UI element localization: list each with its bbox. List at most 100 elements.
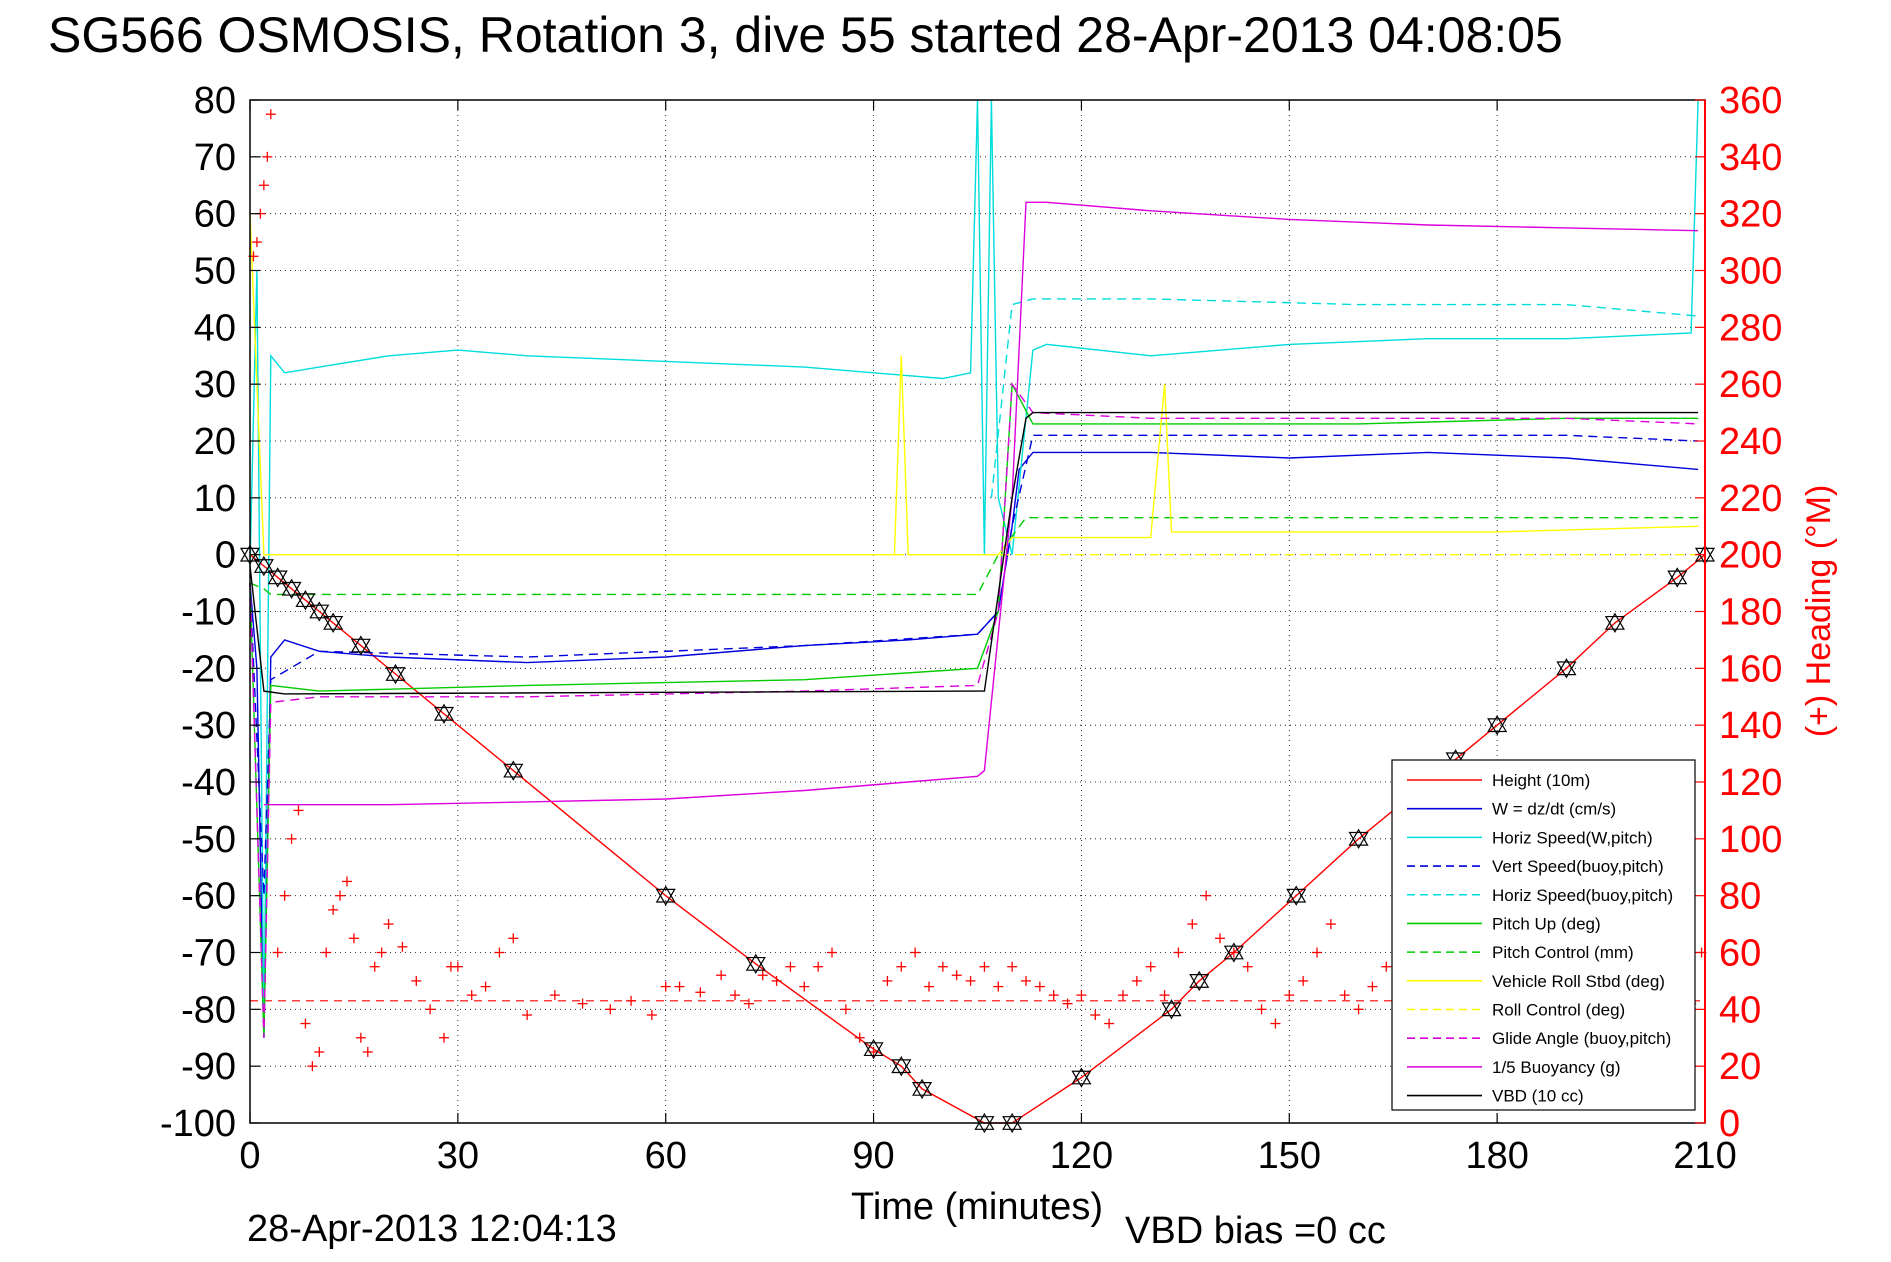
heading-point bbox=[265, 109, 276, 120]
height-marker bbox=[295, 589, 316, 608]
heading-point bbox=[439, 1032, 449, 1043]
legend-box bbox=[1391, 759, 1696, 1111]
heading-point bbox=[1367, 981, 1378, 992]
y2-tick-label: 40 bbox=[1719, 989, 1761, 1031]
heading-point bbox=[251, 237, 262, 248]
heading-point bbox=[1256, 1004, 1267, 1015]
height-marker bbox=[1487, 718, 1508, 736]
y2-tick-label: 140 bbox=[1719, 705, 1782, 747]
heading-point bbox=[1325, 919, 1336, 930]
height-marker bbox=[1189, 974, 1210, 992]
heading-point bbox=[882, 975, 893, 986]
height-markers bbox=[239, 544, 1716, 1134]
height-marker bbox=[891, 1055, 912, 1074]
height-marker bbox=[1348, 831, 1369, 850]
heading-point bbox=[813, 961, 824, 972]
y-tick-label: 30 bbox=[194, 364, 236, 406]
heading-point bbox=[924, 981, 934, 992]
x-tick-label: 90 bbox=[852, 1135, 894, 1177]
heading-point bbox=[840, 1004, 851, 1015]
y2-tick-label: 120 bbox=[1719, 762, 1782, 804]
heading-point bbox=[1187, 919, 1198, 930]
heading-point bbox=[1173, 947, 1184, 958]
heading-point bbox=[577, 998, 588, 1009]
legend-label: Glide Angle (buoy,pitch) bbox=[1492, 1029, 1671, 1048]
height-marker bbox=[1071, 1070, 1092, 1088]
height-marker bbox=[863, 1042, 884, 1060]
height-marker bbox=[655, 885, 676, 903]
heading-point bbox=[993, 981, 1004, 992]
height-marker bbox=[1556, 661, 1577, 679]
y2-tick-label: 80 bbox=[1719, 876, 1761, 918]
height-marker bbox=[350, 635, 371, 653]
heading-point bbox=[452, 961, 463, 972]
heading-point bbox=[1298, 975, 1309, 986]
height-marker bbox=[295, 593, 316, 611]
y2-tick-label: 300 bbox=[1719, 251, 1782, 293]
legend-label: Pitch Control (mm) bbox=[1492, 943, 1634, 962]
grid-lines bbox=[250, 100, 1705, 1123]
heading-point bbox=[383, 919, 394, 930]
heading-point bbox=[272, 947, 283, 958]
height-marker bbox=[1223, 942, 1244, 960]
heading-point bbox=[1021, 975, 1031, 986]
height-marker bbox=[503, 760, 524, 778]
heading-point bbox=[355, 1032, 366, 1043]
height-marker bbox=[1667, 567, 1688, 585]
legend-label: Horiz Speed(buoy,pitch) bbox=[1492, 886, 1673, 905]
legend-label: Vert Speed(buoy,pitch) bbox=[1492, 857, 1664, 876]
x-tick-label: 30 bbox=[437, 1135, 479, 1177]
heading-point bbox=[785, 961, 796, 972]
y2-tick-label: 220 bbox=[1719, 478, 1782, 520]
heading-point bbox=[1339, 990, 1350, 1001]
heading-point bbox=[348, 933, 359, 944]
y2-tick-label: 340 bbox=[1719, 137, 1782, 179]
series-line bbox=[249, 451, 1699, 1038]
axes: 0 30 60 90 120 150 180 21080706050403020100-10-… bbox=[160, 80, 1782, 1177]
heading-point bbox=[951, 970, 962, 981]
heading-point bbox=[965, 975, 976, 986]
y-tick-label: 60 bbox=[194, 194, 236, 236]
heading-point bbox=[466, 990, 477, 1001]
footer-date: 28-Apr-2013 12:04:13 bbox=[247, 1208, 617, 1250]
height-marker bbox=[1161, 1002, 1182, 1020]
height-marker bbox=[863, 1038, 884, 1057]
heading-point bbox=[362, 1046, 373, 1057]
heading-point bbox=[300, 1018, 311, 1029]
right-axis-label: (+) Heading (°M) bbox=[1800, 485, 1838, 738]
heading-point bbox=[494, 947, 505, 958]
height-marker bbox=[1604, 615, 1625, 634]
heading-point bbox=[425, 1004, 436, 1015]
height-marker bbox=[433, 703, 455, 721]
y2-tick-label: 0 bbox=[1719, 1103, 1740, 1145]
height-marker bbox=[323, 612, 344, 630]
heading-point bbox=[397, 941, 408, 952]
height-marker bbox=[1161, 999, 1182, 1017]
x-tick-label: 180 bbox=[1465, 1135, 1528, 1177]
series-line bbox=[249, 382, 1699, 1038]
series-line bbox=[249, 434, 1699, 896]
series-line bbox=[249, 554, 1706, 1124]
height-marker bbox=[323, 615, 344, 634]
series-line bbox=[249, 517, 1699, 596]
y-tick-label: -60 bbox=[181, 876, 236, 918]
y2-tick-label: 20 bbox=[1719, 1046, 1761, 1088]
heading-point bbox=[314, 1046, 325, 1057]
y2-tick-label: 360 bbox=[1719, 80, 1782, 122]
legend: Height (10m) W = dz/dt (cm/s) Horiz Speed(… bbox=[1391, 759, 1696, 1111]
height-marker bbox=[267, 570, 288, 588]
x-tick-label: 150 bbox=[1258, 1135, 1321, 1177]
y-tick-label: 20 bbox=[194, 421, 236, 463]
heading-point bbox=[549, 990, 560, 1001]
y-tick-label: -30 bbox=[181, 705, 236, 747]
x-tick-label: 120 bbox=[1050, 1135, 1113, 1177]
height-marker bbox=[974, 1112, 995, 1130]
height-marker bbox=[281, 581, 302, 599]
heading-point bbox=[307, 1061, 318, 1072]
y2-tick-label: 160 bbox=[1719, 648, 1782, 690]
heading-point bbox=[1076, 990, 1087, 1001]
heading-point bbox=[1242, 961, 1253, 972]
legend-label: Horiz Speed(W,pitch) bbox=[1492, 828, 1653, 847]
heading-point bbox=[321, 947, 332, 958]
